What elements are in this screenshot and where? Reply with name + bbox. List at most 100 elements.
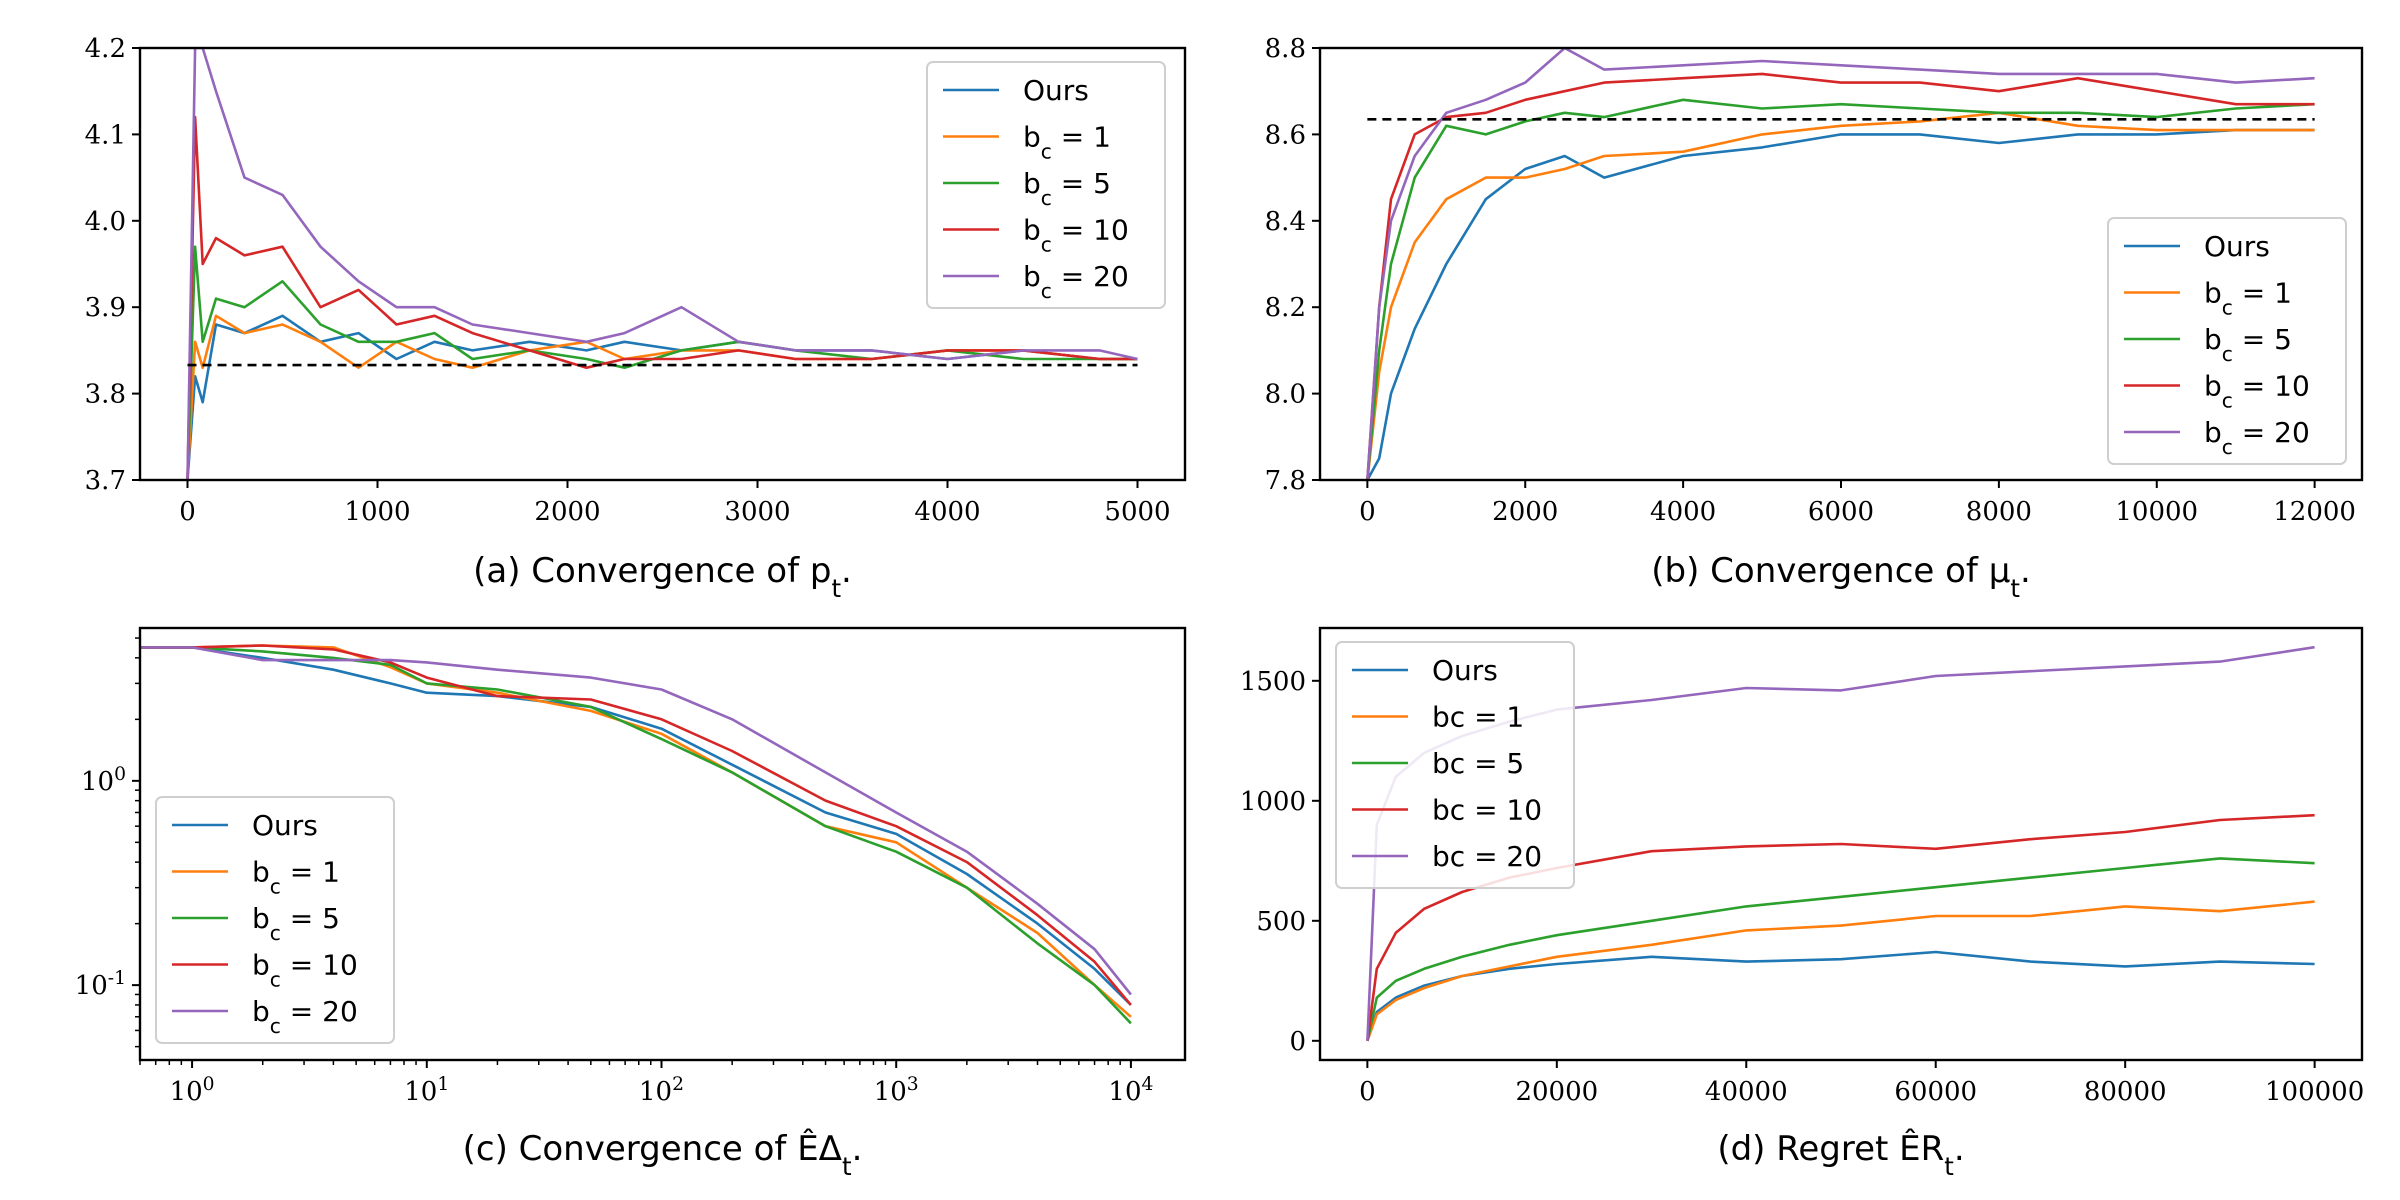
x-tick-label-b-6: 12000	[2273, 497, 2356, 527]
legend-box-b	[2107, 217, 2347, 465]
series-line-d-0	[1366, 950, 2315, 1042]
series-line-d-3	[1366, 813, 2315, 1041]
caption-d: (d) Regret ÊRt.	[1717, 1128, 1964, 1181]
x-tick-label-c-2: 102	[639, 1074, 684, 1108]
x-tick-label-c-0: 100	[170, 1074, 215, 1108]
x-tick-label-c-3: 103	[874, 1074, 919, 1108]
caption-a: (a) Convergence of pt.	[473, 551, 852, 603]
y-tick-label-a-0: 3.7	[85, 466, 126, 496]
legend-box-c	[155, 796, 395, 1044]
legend-label-c-0: Ours	[252, 809, 318, 842]
series-line-a-0	[186, 314, 1138, 480]
legend-label-c-1: bc = 1	[252, 856, 340, 899]
x-tick-label-a-1: 1000	[344, 497, 410, 527]
chart-c: 100 101 102 103 104 10-1 100 (c) Convergence of…	[75, 626, 1187, 1181]
x-tick-label-a-3: 3000	[724, 497, 790, 527]
series-line-b-2	[1366, 98, 2315, 480]
legend-label-b-3: bc = 10	[2204, 370, 2310, 413]
y-tick-label-d-2: 1000	[1240, 787, 1306, 817]
x-tick-label-b-4: 8000	[1966, 497, 2032, 527]
series-line-c-0	[140, 646, 1132, 1006]
x-tick-label-d-5: 100000	[2265, 1077, 2364, 1107]
legend-label-d-4: bc = 20	[1432, 840, 1542, 873]
y-tick-label-b-2: 8.2	[1265, 293, 1306, 323]
series-line-b-1	[1366, 111, 2315, 480]
x-tick-label-d-0: 0	[1359, 1077, 1376, 1107]
plot-frame-c	[138, 626, 1187, 1062]
legend-label-a-4: bc = 20	[1023, 260, 1129, 303]
series-line-b-4	[1366, 48, 2315, 480]
x-tick-label-d-3: 60000	[1894, 1077, 1977, 1107]
legend-label-d-3: bc = 10	[1432, 794, 1542, 827]
x-tick-label-a-0: 0	[179, 497, 196, 527]
legend-label-a-2: bc = 5	[1023, 167, 1111, 210]
legend-label-c-2: bc = 5	[252, 902, 340, 945]
y-tick-label-d-1: 500	[1256, 907, 1306, 937]
series-group-d	[1366, 645, 2315, 1042]
y-tick-label-b-4: 8.6	[1265, 120, 1306, 150]
chart-a: 0 1000 2000 3000 4000 5000 3.7 3.8 3.9 4.0 4.1 4.2 (…	[85, 34, 1187, 603]
y-tick-label-b-0: 7.8	[1265, 466, 1306, 496]
y-tick-label-d-3: 1500	[1240, 667, 1306, 697]
series-line-b-0	[1366, 128, 2315, 480]
series-line-b-3	[1366, 72, 2315, 480]
x-tick-label-b-5: 10000	[2115, 497, 2198, 527]
series-line-c-2	[140, 646, 1132, 1025]
y-tick-label-c-0: 10-1	[75, 968, 126, 1002]
chart-d: 0 20000 40000 60000 80000 100000 0 500 1000 1500 (…	[1240, 626, 2364, 1181]
legend-label-a-3: bc = 10	[1023, 214, 1129, 257]
plot-frame-a	[138, 46, 1187, 482]
y-tick-label-a-3: 4.0	[85, 207, 126, 237]
x-tick-label-a-2: 2000	[534, 497, 600, 527]
plot-frame-d	[1318, 626, 2364, 1062]
series-group-b	[1366, 48, 2315, 480]
x-tick-label-b-3: 6000	[1808, 497, 1874, 527]
caption-b: (b) Convergence of μt.	[1651, 551, 2031, 603]
y-tick-label-a-2: 3.9	[85, 293, 126, 323]
y-tick-label-a-1: 3.8	[85, 380, 126, 410]
legend-label-d-1: bc = 1	[1432, 701, 1524, 734]
x-tick-label-b-2: 4000	[1650, 497, 1716, 527]
series-line-c-4	[140, 646, 1132, 996]
series-group-a	[186, 48, 1138, 480]
legend-label-a-0: Ours	[1023, 74, 1089, 107]
series-line-a-4	[186, 48, 1138, 480]
chart-b: 0 2000 4000 6000 8000 10000 12000 7.8 8.0 8.2 8.4 8…	[1265, 34, 2364, 603]
legend-label-b-2: bc = 5	[2204, 323, 2292, 366]
x-tick-label-a-5: 5000	[1104, 497, 1170, 527]
series-line-d-2	[1366, 857, 2315, 1042]
y-tick-label-c-1: 100	[81, 763, 126, 797]
x-tick-label-d-1: 20000	[1515, 1077, 1598, 1107]
x-tick-label-d-4: 80000	[2084, 1077, 2167, 1107]
legend-d: Ours bc = 1 bc = 5 bc = 10 bc = 20	[1335, 641, 1575, 889]
y-tick-label-b-1: 8.0	[1265, 380, 1306, 410]
x-tick-label-c-1: 101	[404, 1074, 449, 1108]
legend-label-d-0: Ours	[1432, 654, 1498, 687]
x-tick-label-b-0: 0	[1359, 497, 1376, 527]
legend-label-b-0: Ours	[2204, 230, 2270, 263]
legend-label-b-1: bc = 1	[2204, 277, 2292, 320]
y-tick-label-d-0: 0	[1289, 1027, 1306, 1057]
legend-box-a	[926, 61, 1166, 309]
legend-label-d-2: bc = 5	[1432, 747, 1524, 780]
y-tick-label-a-5: 4.2	[85, 34, 126, 64]
legend-label-c-4: bc = 20	[252, 995, 358, 1038]
y-tick-label-b-5: 8.8	[1265, 34, 1306, 64]
y-tick-label-a-4: 4.1	[85, 120, 126, 150]
caption-c: (c) Convergence of ÊΔt.	[463, 1128, 863, 1181]
series-group-c	[140, 644, 1132, 1025]
x-tick-label-c-4: 104	[1108, 1074, 1153, 1108]
legend-label-b-4: bc = 20	[2204, 416, 2310, 459]
series-line-c-3	[140, 644, 1132, 1006]
series-line-d-1	[1366, 900, 2315, 1042]
x-tick-label-a-4: 4000	[914, 497, 980, 527]
legend-label-a-1: bc = 1	[1023, 121, 1111, 164]
y-tick-label-b-3: 8.4	[1265, 207, 1306, 237]
legend-box-d	[1335, 641, 1575, 889]
x-tick-label-d-2: 40000	[1705, 1077, 1788, 1107]
x-tick-label-b-1: 2000	[1492, 497, 1558, 527]
legend-label-c-3: bc = 10	[252, 949, 358, 992]
